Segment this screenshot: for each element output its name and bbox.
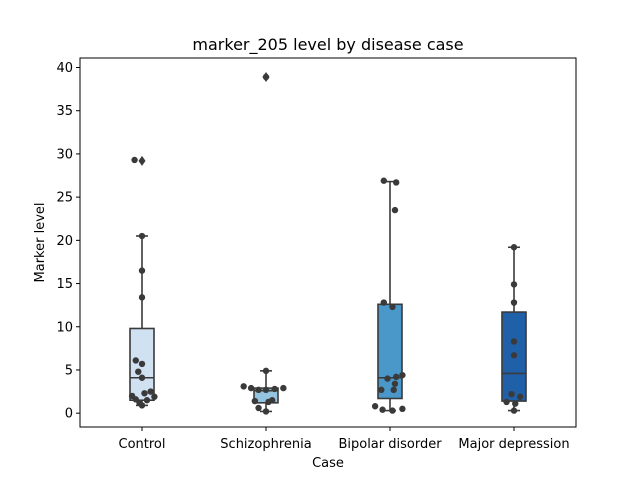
data-point — [131, 156, 138, 164]
x-tick-label: Bipolar disorder — [338, 437, 442, 452]
x-tick-label: Control — [119, 437, 166, 452]
box-body — [377, 303, 403, 400]
y-tick-label: 25 — [56, 191, 73, 206]
box-schizophrenia — [253, 72, 279, 413]
data-point — [512, 400, 519, 407]
y-tick-label: 40 — [56, 61, 73, 76]
outlier-marker — [138, 155, 146, 166]
data-point — [371, 403, 379, 410]
y-tick-label: 5 — [65, 363, 73, 378]
data-point — [510, 338, 518, 345]
data-point — [247, 384, 255, 392]
y-tick-label: 20 — [56, 234, 73, 249]
x-axis-title: Case — [312, 456, 344, 471]
data-point — [143, 397, 151, 404]
data-point — [508, 390, 515, 398]
data-point — [380, 299, 387, 306]
data-point — [138, 374, 146, 381]
data-point — [255, 386, 262, 394]
data-point — [151, 393, 158, 400]
data-point — [262, 367, 270, 375]
box-body — [129, 327, 155, 402]
data-point — [384, 375, 391, 382]
data-point — [262, 386, 270, 394]
data-point — [510, 244, 518, 251]
y-tick-label: 35 — [56, 104, 73, 119]
data-point — [271, 385, 278, 393]
data-point — [269, 397, 276, 404]
data-point — [147, 388, 154, 395]
data-point — [389, 407, 396, 414]
box-major-depression — [501, 246, 527, 412]
data-point — [138, 267, 146, 274]
data-point — [138, 232, 146, 240]
data-point — [391, 206, 399, 214]
x-tick-label: Major depression — [458, 437, 569, 452]
data-point — [510, 299, 518, 306]
data-point — [141, 390, 148, 397]
data-point — [399, 371, 406, 379]
data-point — [255, 404, 262, 412]
data-point — [503, 398, 510, 406]
chart-title: marker_205 level by disease case — [192, 35, 463, 55]
data-point — [510, 407, 518, 414]
data-point — [391, 380, 399, 387]
data-point — [510, 352, 518, 359]
data-point — [399, 405, 406, 413]
data-point — [262, 408, 270, 415]
data-point — [389, 303, 396, 311]
data-point — [378, 386, 385, 394]
y-tick-label: 10 — [56, 320, 73, 335]
data-point — [393, 179, 400, 186]
y-axis-title: Marker level — [33, 203, 48, 283]
data-point — [262, 73, 270, 81]
data-point — [138, 360, 146, 368]
data-point — [251, 397, 259, 405]
x-tick-label: Schizophrenia — [220, 437, 311, 452]
y-tick-label: 0 — [65, 407, 73, 422]
y-axis: 0 5 10 15 20 25 30 35 40 — [56, 61, 80, 422]
data-point — [132, 357, 139, 364]
data-point — [390, 386, 397, 394]
data-point — [517, 393, 524, 400]
data-point — [240, 383, 247, 390]
data-point — [510, 281, 518, 288]
data-point — [379, 406, 386, 413]
data-point — [135, 368, 142, 375]
data-point — [280, 384, 287, 392]
data-point — [138, 402, 146, 409]
data-point — [138, 294, 146, 301]
y-tick-label: 15 — [56, 277, 73, 292]
plot-area — [128, 72, 527, 415]
y-tick-label: 30 — [56, 147, 73, 162]
x-axis: Control Schizophrenia Bipolar disorder Majo… — [119, 427, 570, 452]
data-point — [380, 177, 387, 184]
box-control — [129, 155, 155, 407]
axes-frame — [79, 57, 577, 428]
data-point — [393, 373, 400, 381]
